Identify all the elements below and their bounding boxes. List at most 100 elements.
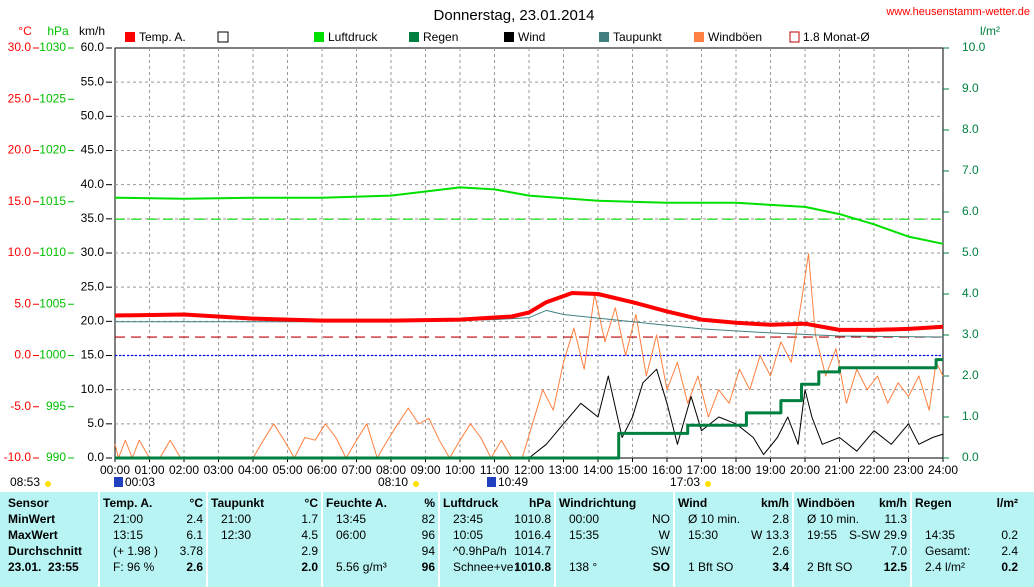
table-cell: °C (189, 496, 203, 510)
table-cell: 21:00 (221, 512, 252, 526)
y-tick-label: 30.0 (8, 40, 32, 54)
table-cell: (+ 1.98 ) (113, 544, 159, 558)
y-tick-label: 30.0 (81, 245, 105, 259)
x-tick-label: 09:00 (410, 463, 440, 477)
table-cell: 12:30 (221, 528, 252, 542)
y-tick-label: 1020 (39, 143, 66, 157)
table-cell: 3.4 (772, 560, 789, 574)
y-tick-label: 60.0 (81, 40, 105, 54)
table-cell: MinWert (8, 512, 56, 526)
y-tick-label: 4.0 (962, 286, 979, 300)
table-cell: Durchschnitt (8, 544, 83, 558)
table-cell: Gesamt: (925, 544, 971, 558)
table-cell: 2 Bft SO (807, 560, 853, 574)
table-cell: 2.4 (186, 512, 203, 526)
table-cell: 1014.7 (514, 544, 551, 558)
legend-swatch (409, 32, 419, 42)
legend-swatch (504, 32, 514, 42)
x-tick-label: 04:00 (238, 463, 268, 477)
x-tick-label: 01:00 (134, 463, 164, 477)
table-cell: 2.8 (772, 512, 789, 526)
y-tick-label: 5.0 (962, 245, 979, 259)
x-tick-label: 19:00 (755, 463, 785, 477)
table-cell: Temp. A. (103, 496, 153, 510)
y-tick-label: 6.0 (962, 204, 979, 218)
legend-label: 1.8 Monat-Ø (803, 30, 870, 44)
y-tick-label: 10.0 (81, 382, 105, 396)
y-tick-label: 55.0 (81, 74, 105, 88)
legend-label: Taupunkt (613, 30, 662, 44)
table-cell: 2.6 (772, 544, 789, 558)
series-line (114, 186, 944, 245)
table-cell: Windrichtung (559, 496, 637, 510)
column-separator (910, 492, 912, 587)
legend-label: Temp. A. (139, 30, 186, 44)
legend-label: Regen (423, 30, 458, 44)
column-separator (792, 492, 794, 587)
table-cell: Windböen (797, 496, 855, 510)
table-cell: 6.1 (186, 528, 203, 542)
y-tick-label: 2.0 (962, 368, 979, 382)
x-tick-label: 00:00 (100, 463, 130, 477)
chart: Donnerstag, 23.01.2014 www.heusenstamm-w… (4, 6, 1030, 489)
table-cell: 82 (421, 512, 435, 526)
y-tick-label: 50.0 (81, 109, 105, 123)
y-tick-label: 1015 (39, 194, 66, 208)
x-tick-label: 08:00 (376, 463, 406, 477)
y-tick-label: 0.0 (87, 450, 104, 464)
table-cell: 06:00 (336, 528, 367, 542)
legend-swatch (314, 32, 324, 42)
legend-label: Windböen (708, 30, 762, 44)
table-cell: Taupunkt (211, 496, 265, 510)
axis-unit: km/h (79, 24, 105, 38)
table-cell: Feuchte A. (326, 496, 387, 510)
y-tick-label: 10.0 (8, 245, 32, 259)
table-cell: Schnee+ve↓ (453, 560, 520, 574)
table-cell: 10:05 (453, 528, 484, 542)
table-cell: 5.56 g/m³ (336, 560, 387, 574)
source-link[interactable]: www.heusenstamm-wetter.de (885, 6, 1030, 18)
table-cell: NO (652, 512, 670, 526)
sun-icon (45, 481, 51, 487)
table-cell: Regen (915, 496, 952, 510)
y-tick-label: 15.0 (8, 194, 32, 208)
time-marker: 17:03 (670, 475, 700, 489)
x-tick-label: 17:00 (686, 463, 716, 477)
sun-icon (705, 481, 711, 487)
table-cell: km/h (878, 496, 907, 510)
y-tick-label: 1030 (39, 40, 66, 54)
table-cell: 2.6 (186, 560, 203, 574)
x-tick-label: 11:00 (480, 463, 509, 477)
table-cell: MaxWert (8, 528, 58, 542)
x-tick-label: 05:00 (272, 463, 302, 477)
legend-empty-box (217, 31, 229, 43)
table-cell: S-SW 29.9 (848, 528, 907, 542)
x-tick-label: 21:00 (824, 463, 854, 477)
table-cell: 13:15 (113, 528, 144, 542)
table-cell: 138 ° (569, 560, 598, 574)
y-tick-label: 1000 (39, 348, 66, 362)
table-cell: Luftdruck (443, 496, 499, 510)
y-tick-label: 25.0 (81, 279, 105, 293)
axis-unit: l/m² (980, 24, 1000, 38)
table-cell: 1.7 (301, 512, 318, 526)
column-separator (554, 492, 556, 587)
time-marker: 00:03 (125, 475, 155, 489)
y-tick-label: 15.0 (81, 348, 105, 362)
time-marker: 08:53 (10, 475, 40, 489)
x-tick-label: 03:00 (203, 463, 233, 477)
table-cell: 1016.4 (514, 528, 551, 542)
time-marker: 10:49 (498, 475, 528, 489)
sun-icon (413, 481, 419, 487)
column-separator (438, 492, 440, 587)
table-cell: 2.4 l/m² (925, 560, 966, 574)
legend-swatch (125, 32, 135, 42)
table-cell: 96 (421, 528, 435, 542)
y-tick-label: 9.0 (962, 81, 979, 95)
column-separator (321, 492, 323, 587)
x-tick-label: 02:00 (169, 463, 199, 477)
table-cell: 0.2 (1001, 560, 1018, 574)
y-tick-label: 1005 (39, 296, 66, 310)
table-cell: % (424, 496, 435, 510)
table-cell: 12.5 (883, 560, 907, 574)
